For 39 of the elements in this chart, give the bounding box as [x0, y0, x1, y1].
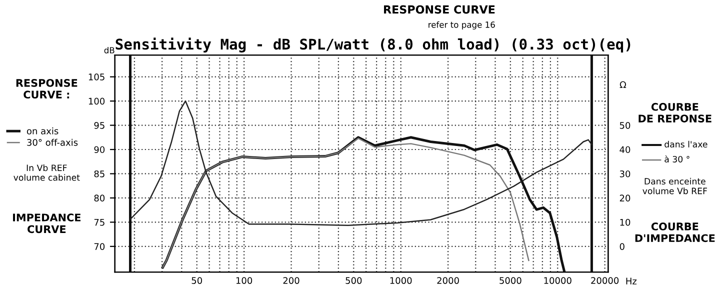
- text: RESPONSE CURVE :: [16, 79, 78, 99]
- y-tick-label: 105: [88, 74, 104, 80]
- y-tick-label: 80: [94, 194, 105, 202]
- text: IMPEDANCE CURVE: [13, 214, 80, 234]
- y-tick-label: 70: [94, 243, 105, 250]
- x-tick-label: 5000: [500, 277, 522, 284]
- y2-tick-label: 30: [620, 170, 630, 178]
- y2-tick-label: 40: [620, 146, 630, 154]
- x-tick-label: 50: [192, 277, 202, 284]
- y2-axis-title: Ω: [620, 81, 626, 88]
- x-tick-label: 500: [346, 277, 362, 284]
- legend-label: on axis: [26, 127, 58, 134]
- y2-tick-label: 0: [620, 243, 624, 250]
- text: Dans enceinte volume Vb REF: [642, 178, 707, 194]
- y-tick-label: 75: [94, 219, 104, 226]
- y-tick-label: 90: [94, 146, 105, 154]
- x-tick-label: 10000: [544, 277, 572, 284]
- y-tick-label: 100: [88, 98, 105, 105]
- legend-label: 30° off-axis: [27, 138, 78, 146]
- y-tick-label: 95: [94, 122, 104, 129]
- y-tick-label: 85: [94, 170, 104, 178]
- x-axis-title: Hz: [626, 278, 637, 284]
- text: In Vb REF volume cabinet: [14, 164, 80, 181]
- x-tick-label: 200: [283, 277, 300, 284]
- y2-tick-label: 20: [620, 194, 630, 202]
- x-tick-label: 2000: [437, 277, 459, 284]
- text: dans l'axe: [664, 140, 708, 148]
- text: COURBE D'IMPEDANCE: [635, 222, 715, 242]
- chart-title: Sensitivity Mag - dB SPL/watt (8.0 ohm load) (0.33 oct)(eq): [116, 38, 630, 52]
- y2-tick-label: 50: [620, 122, 630, 129]
- y2-tick-label: 10: [620, 218, 630, 226]
- text: refer to page 16: [428, 21, 495, 30]
- text: RESPONSE CURVE: [384, 5, 495, 14]
- text: à 30 °: [664, 155, 690, 162]
- x-tick-label: 100: [236, 277, 252, 284]
- x-tick-label: 20000: [591, 277, 619, 284]
- text: COURBE DE REPONSE: [638, 102, 712, 122]
- x-tick-label: 1000: [390, 277, 412, 284]
- y-axis-title: dB: [104, 46, 114, 54]
